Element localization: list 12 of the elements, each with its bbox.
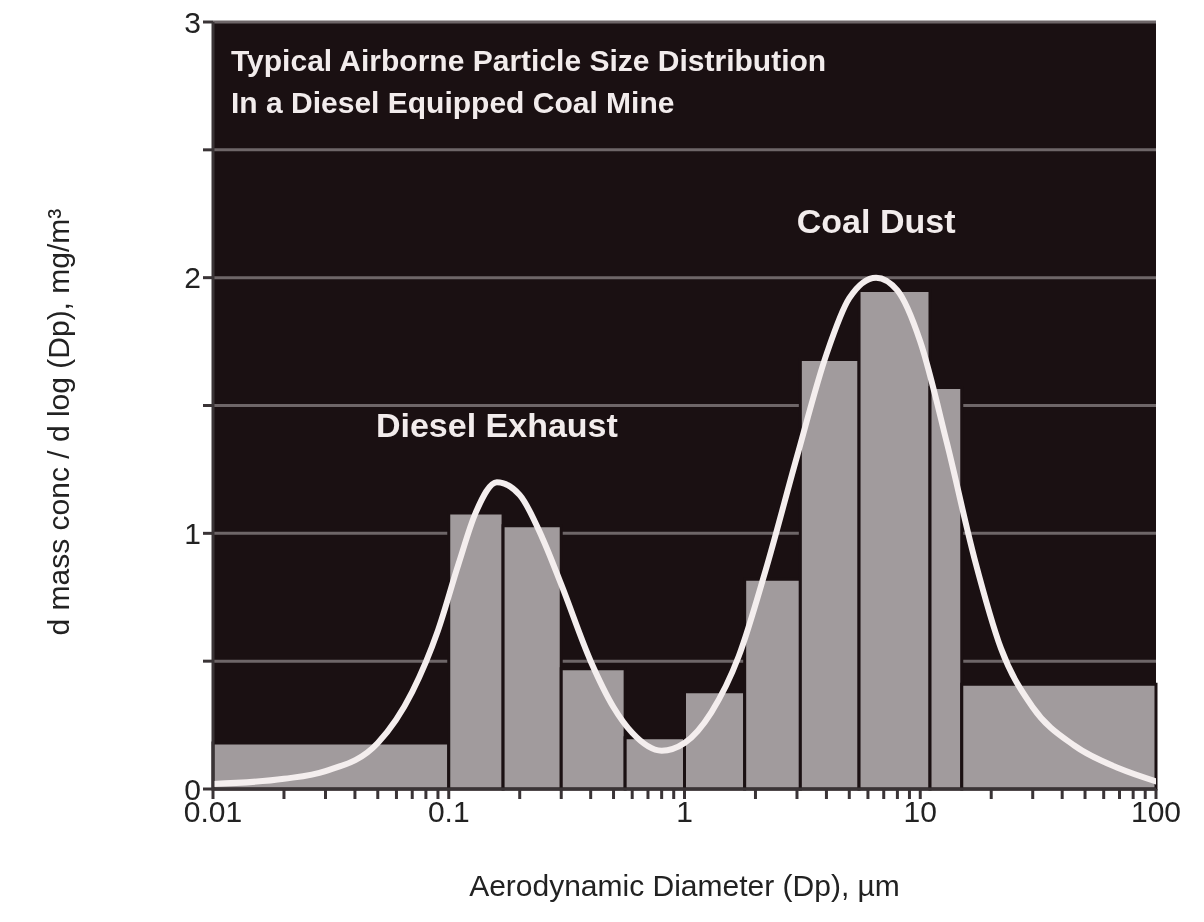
y-tick-label: 3 — [184, 5, 201, 39]
x-tick-label: 0.1 — [427, 795, 470, 829]
text: Typical Airborne Particle Size Distribution In a Diesel Equipped Coal Mine — [231, 43, 827, 121]
x-tick-label: 10 — [903, 795, 937, 829]
x-axis-title: Aerodynamic Diameter (Dp), µm — [469, 869, 900, 902]
y-tick-label: 1 — [184, 516, 201, 550]
x-tick-label: 1 — [676, 795, 693, 829]
x-tick-label: 100 — [1130, 795, 1182, 829]
y-tick-label: 2 — [184, 261, 201, 295]
annotation: Coal Dust — [796, 201, 956, 240]
annotation: Diesel Exhaust — [375, 406, 618, 445]
y-axis-title: d mass conc / d log (Dp), mg/m³ — [41, 208, 75, 636]
